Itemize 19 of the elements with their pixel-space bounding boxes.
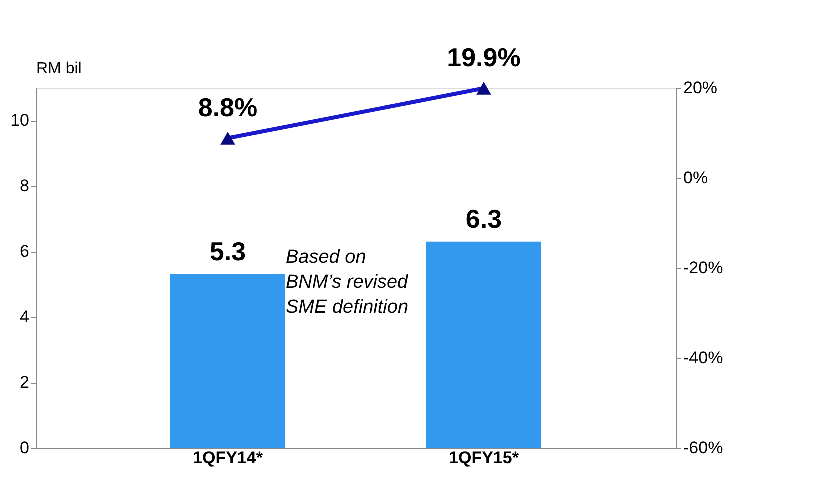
data-label: 19.9% xyxy=(447,42,521,72)
y-tick-label: 6 xyxy=(20,242,30,262)
y-tick-label: 2 xyxy=(20,373,30,392)
y2-tick-label: -60% xyxy=(684,438,724,458)
x-tick-label: 1QFY14* xyxy=(193,448,264,468)
y-tick-label: 4 xyxy=(20,308,30,327)
annotation: Based on BNM’s revised SME definition xyxy=(286,247,410,318)
x-tick-label: 1QFY15* xyxy=(449,448,520,468)
y2-tick-label: 20% xyxy=(684,78,718,98)
y-axis-title: RM bil xyxy=(36,60,82,78)
y-tick-label: 10 xyxy=(10,111,30,130)
data-label: 6.3 xyxy=(466,204,502,234)
data-label: 8.8% xyxy=(198,92,258,122)
y-tick-label: 8 xyxy=(20,176,30,196)
y2-tick-label: -40% xyxy=(684,348,724,368)
y2-tick-label: 0% xyxy=(684,168,708,188)
y-tick-label: 0 xyxy=(20,438,30,458)
data-label: 5.3 xyxy=(210,236,246,267)
y2-tick-label: -20% xyxy=(684,258,724,278)
